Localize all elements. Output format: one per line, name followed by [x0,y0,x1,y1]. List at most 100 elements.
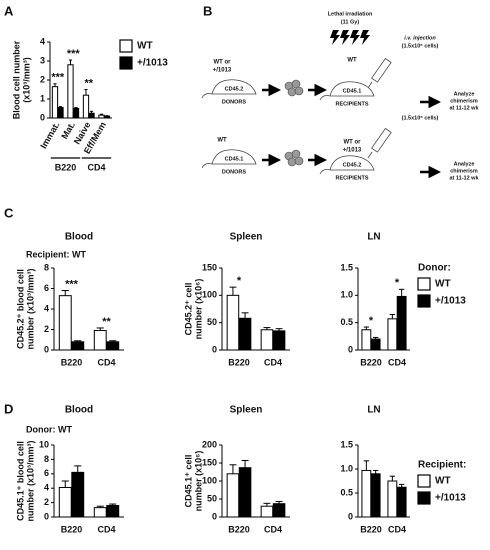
panel-letter: D [4,401,13,416]
bar [67,64,74,119]
legend-title: Donor: [418,263,451,274]
y-tick-label: 1.5 [340,262,353,272]
y-axis-label: CD45.1⁺ blood cell [15,441,25,521]
x-tick-label: CD4 [97,357,115,367]
analysis-text: at 11-12 wk [449,105,479,111]
bar [226,473,240,518]
cells-icon [284,79,304,97]
injection-text: (1.5x10⁶ cells) [402,115,439,121]
donor-label: DONORS [222,169,246,175]
y-tick-label: 0 [348,511,353,521]
diagram-row: WT or +/1013 CD45.2 DONORS Lethal irradi… [201,11,479,111]
bar [98,114,105,119]
y-tick-label: 150 [202,262,217,272]
bar [106,504,120,518]
mouse-icon [201,149,257,169]
y-tick-label: 0.5 [340,317,353,327]
bar [88,112,95,119]
y-tick-label: 10 [39,439,49,449]
y-tick-label: 0.5 [340,487,353,497]
bar [260,505,274,518]
x-tick-label: B220 [228,357,250,367]
y-tick-label: 1.0 [340,290,353,300]
significance-label: ** [102,316,111,328]
y-tick-label: 2 [40,74,45,84]
group-label: B220 [55,162,77,172]
x-tick-label: CD4 [264,357,282,367]
x-tick-label: CD4 [264,524,282,534]
recipient-label: RECIPIENTS [335,101,368,107]
y-tick-label: 200 [202,439,217,449]
donor-text: WT [217,138,227,144]
panel-letter: B [203,3,212,18]
y-tick-label: 4 [44,303,49,313]
group-label: CD4 [87,162,105,172]
y-tick-label: 50 [207,493,217,503]
chart-subtitle: Recipient: WT [26,249,87,259]
legend-label: +/1013 [435,296,466,307]
bar [361,469,372,518]
y-tick-label: 4 [44,483,49,493]
injection-text: (1.5x10⁶ cells) [402,43,439,49]
legend-label: WT [435,279,451,290]
bar [370,338,381,351]
significance-label: * [237,275,242,287]
chart-title: LN [367,232,380,243]
legend-title: Recipient: [418,460,466,471]
panel-letter: C [4,205,14,220]
y-axis-label: CD45.1⁺ cell [183,455,193,508]
y-axis-label: CD45.2⁺ blood cell [15,269,25,349]
y-tick-label: 0 [348,344,353,354]
x-tick-label: CD4 [388,524,406,534]
mouse-icon [319,155,375,175]
bar [396,486,407,518]
bar [71,471,85,518]
legend-swatch [417,491,431,505]
significance-label: *** [51,72,65,84]
irradiation-icon [330,30,370,45]
y-axis-label: Blood cell number [11,40,21,119]
y-axis-label: CD45.2⁺ cell [183,283,193,336]
legend-label: WT [435,476,451,487]
y-tick-label: 0 [212,511,217,521]
bar [238,467,252,518]
recipient-label: RECIPIENTS [335,175,368,181]
x-tick-label: CD4 [388,357,406,367]
bar [272,503,286,518]
significance-label: * [369,315,374,327]
bar [58,486,72,518]
bar [103,115,111,119]
y-tick-label: 0 [212,344,217,354]
x-tick-label: Immat. [38,120,61,150]
bar [72,108,80,119]
significance-label: * [395,277,400,289]
legend-label: +/1013 [137,58,168,69]
bar [238,317,252,351]
bar [226,294,240,351]
y-axis-label: number (x10³/mm³) [25,440,35,521]
bar [387,318,398,351]
recipient-marker: CD45.2 [343,162,362,168]
injection-text: i.v. injection [404,35,436,41]
legend-swatch [417,294,431,308]
bar [387,480,398,518]
analysis-text: chimerism [450,98,478,104]
bar [272,330,286,351]
legend-swatch [119,39,133,53]
recipient-text: +/1013 [343,148,362,154]
chart-title: Blood [65,232,93,243]
recipient-marker: CD45.1 [343,88,362,94]
x-tick-label: B220 [360,524,382,534]
y-tick-label: 8 [44,454,49,464]
y-tick-label: 8 [44,262,49,272]
y-axis-label: number (x10⁶) [193,451,203,512]
mouse-icon [201,79,257,99]
y-tick-label: 1.0 [340,463,353,473]
legend-label: WT [137,41,153,52]
y-tick-label: 0 [40,112,45,122]
diagram-row: WT CD45.1 DONORS WT or +/1013 CD45.2 REC… [201,115,479,181]
y-tick-label: 6 [44,283,49,293]
bar [93,330,107,351]
